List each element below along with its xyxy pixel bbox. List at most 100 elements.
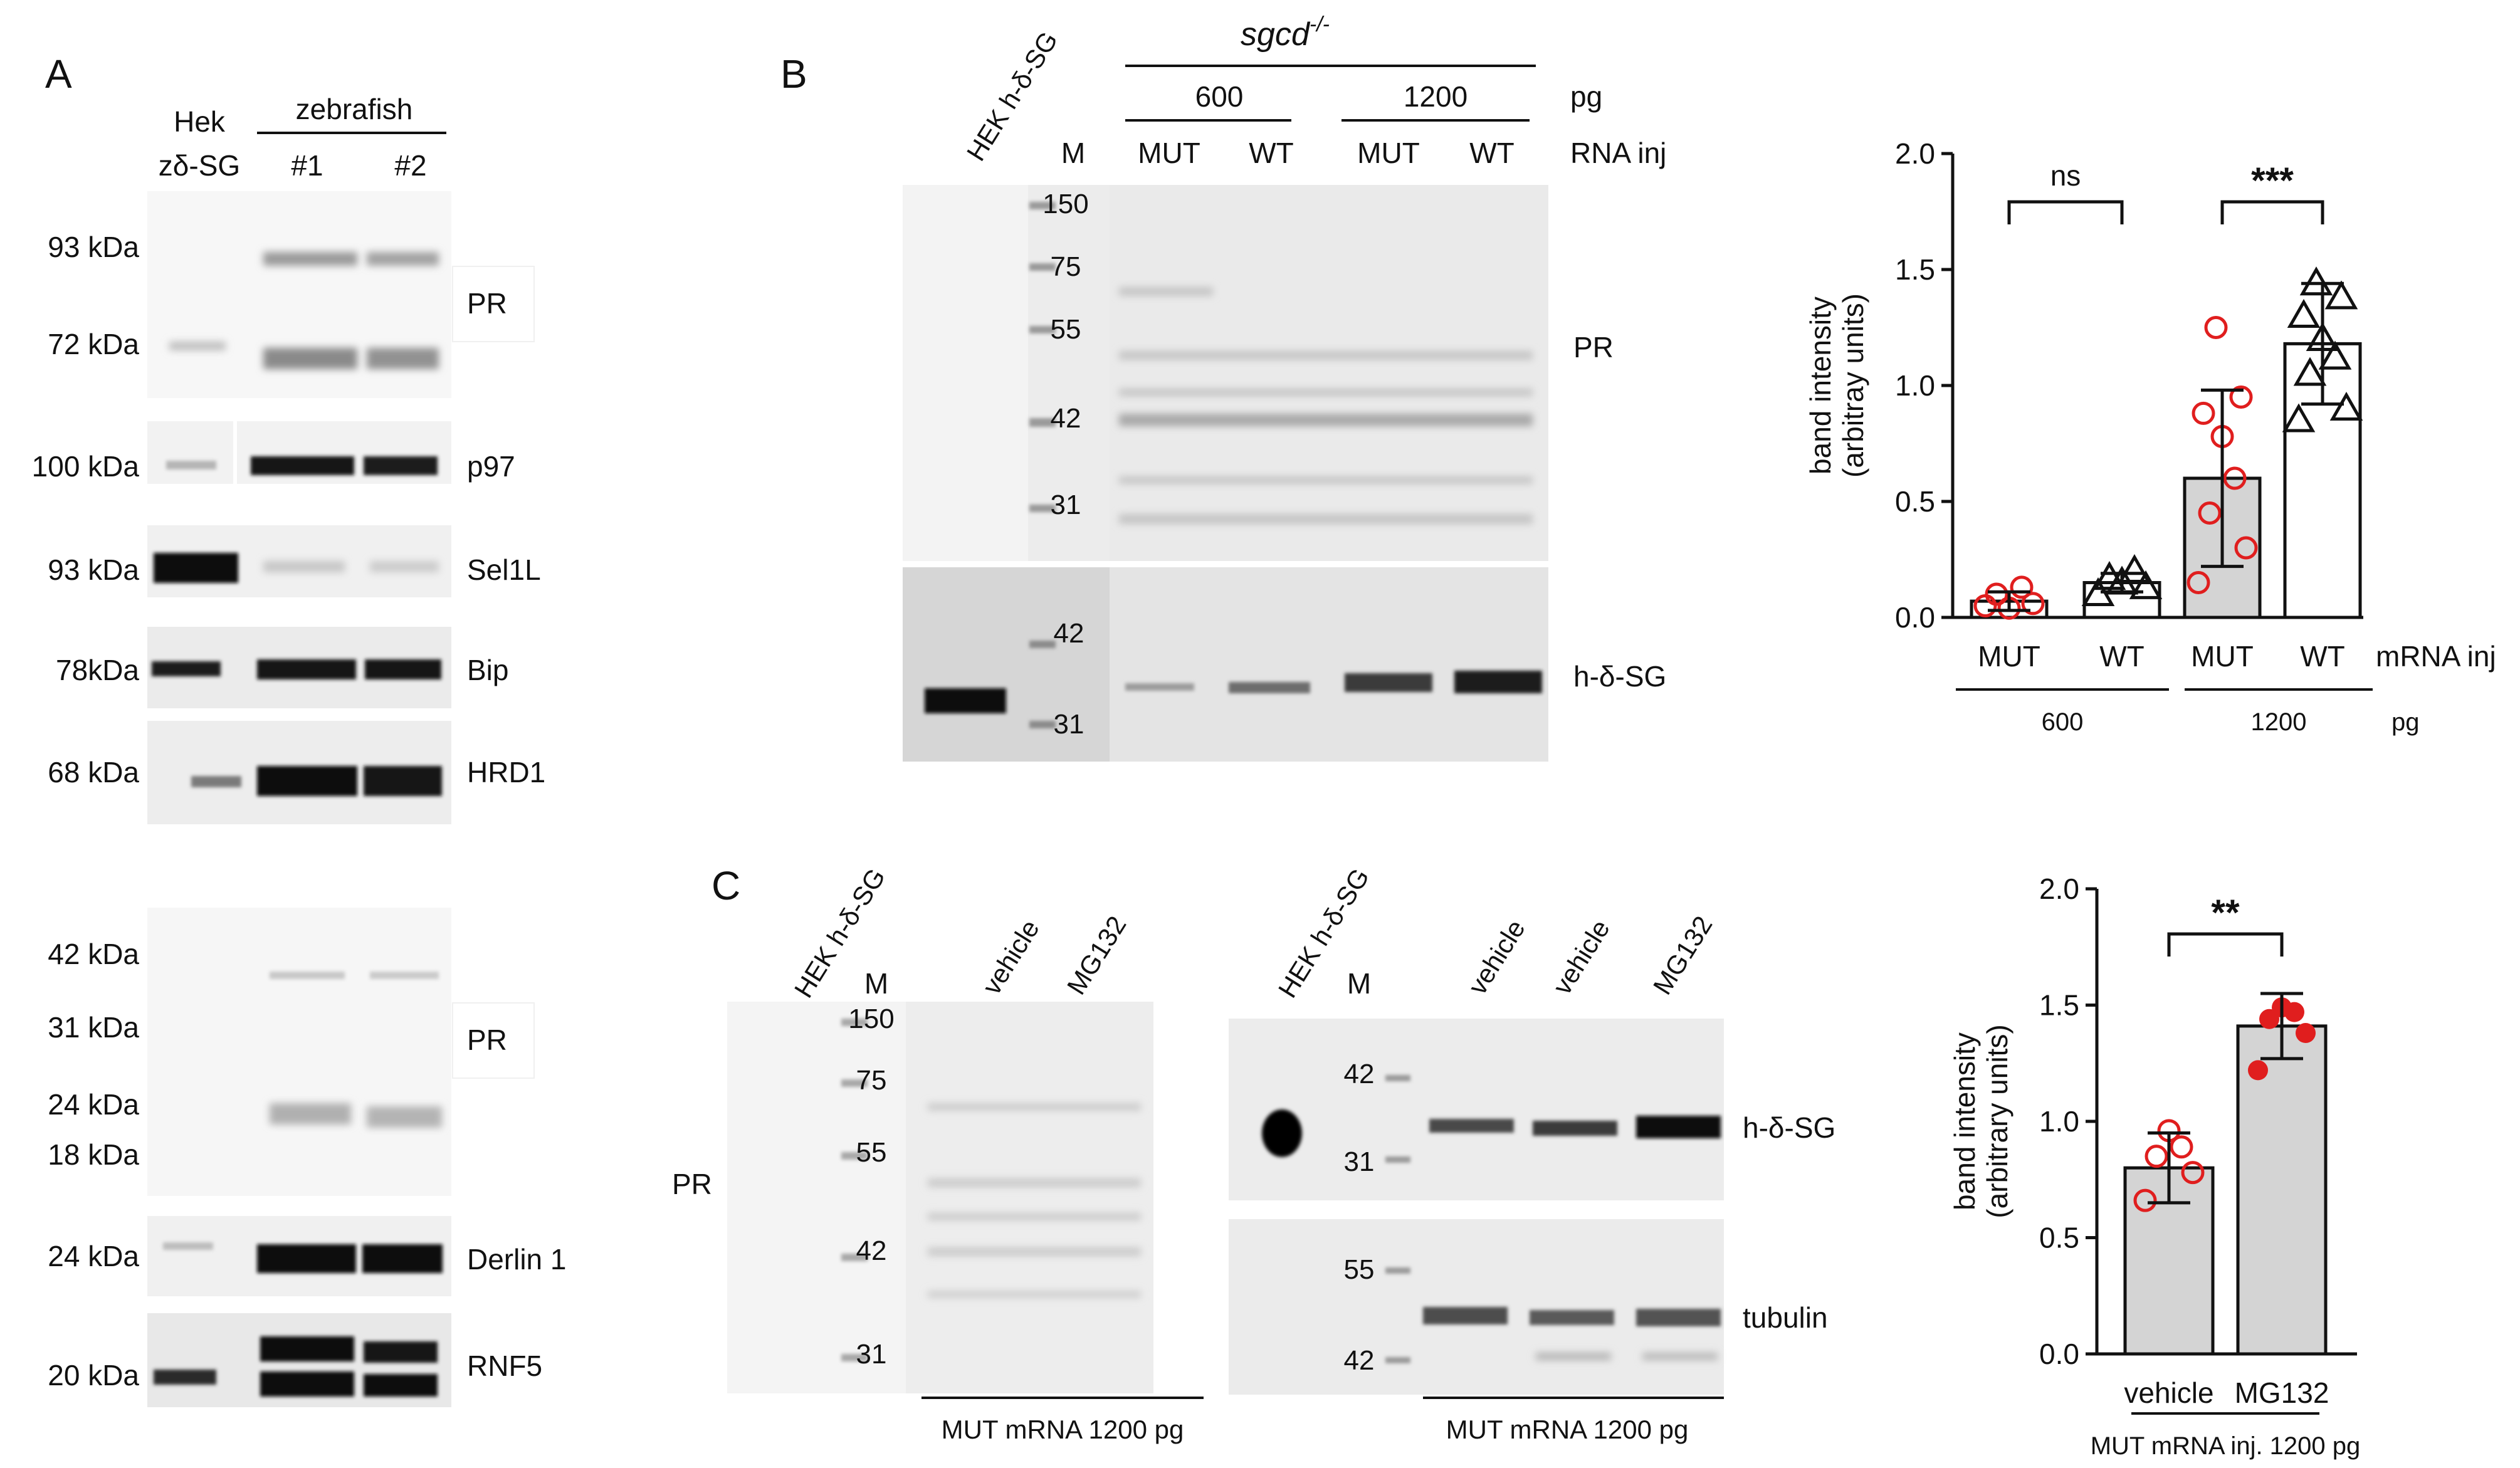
- blot-bip: [147, 627, 451, 708]
- b-hek-label: HEK h-δ-SG: [961, 26, 1064, 166]
- data-point: [2192, 401, 2215, 425]
- b-mk-sg-31: 31: [1054, 709, 1084, 740]
- data-point: [2293, 357, 2327, 386]
- c-mk-sg-31: 31: [1344, 1146, 1375, 1177]
- kda-100-p97: 100 kDa: [32, 450, 140, 483]
- c-mk-42: 42: [856, 1235, 887, 1266]
- chart-c: 0.0 0.5 1.0 1.5 2.0 band intensity(arbitrary …: [1948, 873, 2360, 1460]
- c-mk-sg-42: 42: [1344, 1059, 1375, 1089]
- c-col-vehicle-2: vehicle: [1547, 915, 1615, 1000]
- b-col-mut-1200: MUT: [1357, 137, 1420, 169]
- group-unit: pg: [2391, 708, 2420, 736]
- data-point: [2129, 570, 2163, 599]
- c-marker-col-right: M: [1347, 967, 1371, 1000]
- significance-bracket: [2220, 200, 2324, 224]
- significance-bracket: [2007, 200, 2124, 224]
- b-pg-label: pg: [1570, 80, 1602, 113]
- y-label-line1: band intensity: [1948, 1032, 1981, 1210]
- panel-c-letter: C: [711, 863, 740, 908]
- y-tick-label: 0.5: [1895, 485, 1935, 518]
- data-point: [2287, 298, 2321, 328]
- y-tick-label: 2.0: [2039, 873, 2079, 905]
- y-tick-label: 2.0: [1895, 137, 1935, 170]
- c-mk-tub-42: 42: [1344, 1345, 1375, 1376]
- data-point: [2248, 1060, 2268, 1081]
- y-tick-label: 0.0: [2039, 1338, 2079, 1370]
- b-marker-col: M: [1061, 137, 1085, 169]
- data-point: [2229, 385, 2253, 409]
- kda-42-pr: 42 kDa: [48, 938, 139, 970]
- c-label-tubulin: tubulin: [1743, 1301, 1828, 1334]
- group-label-600: 600: [2042, 708, 2084, 736]
- dose-600: 600: [1195, 80, 1244, 113]
- kda-72-pr: 72 kDa: [48, 328, 139, 360]
- data-point: [2133, 1188, 2157, 1212]
- kda-78-bip: 78kDa: [56, 654, 139, 686]
- significance-label: ns: [2050, 159, 2081, 192]
- x-tick-label: MUT: [1978, 640, 2040, 673]
- blot-pr-bottom: [147, 908, 451, 1196]
- blot-rnf5: [147, 1313, 451, 1407]
- c-blot-sg: [1229, 1019, 1724, 1200]
- c-blot-tubulin: [1229, 1219, 1724, 1395]
- x-tick-label: MG132: [2235, 1376, 2329, 1409]
- b-label-pr: PR: [1573, 331, 1614, 364]
- y-label-line2: (arbitrary units): [1981, 1024, 2013, 1218]
- c-mk-55: 55: [856, 1137, 887, 1168]
- x-tick-label: MUT: [2191, 640, 2254, 673]
- x-tick-label: vehicle: [2124, 1376, 2213, 1409]
- c-blot-pr: [727, 1002, 1153, 1393]
- significance-bracket: [2167, 932, 2284, 957]
- panel-a: A Hek zδ-SG zebrafish #1 #2 93 kDa 72 kD…: [32, 51, 567, 1407]
- blot-pr-top: [147, 191, 451, 398]
- b-col-mut-600: MUT: [1138, 137, 1200, 169]
- y-label-line2: (arbitray units): [1837, 293, 1869, 478]
- data-point: [2170, 1135, 2193, 1159]
- b-col-wt-600: WT: [1249, 137, 1294, 169]
- significance-label: **: [2211, 893, 2240, 933]
- kda-20-rnf5: 20 kDa: [48, 1359, 139, 1392]
- b-mk-42: 42: [1051, 403, 1081, 434]
- kda-31-pr: 31 kDa: [48, 1011, 139, 1044]
- x-tick-label: WT: [2300, 640, 2345, 673]
- c-mk-31: 31: [856, 1339, 887, 1370]
- kda-18-pr: 18 kDa: [48, 1138, 139, 1171]
- data-point: [2223, 466, 2247, 490]
- blot-label-rnf5: RNF5: [467, 1350, 542, 1382]
- blot-hrd1: [147, 721, 451, 824]
- y-tick-label: 1.0: [2039, 1105, 2079, 1138]
- panel-b-letter: B: [780, 51, 807, 97]
- y-tick-label: 1.5: [1895, 253, 1935, 286]
- c-col-mg132-left: MG132: [1061, 911, 1132, 1000]
- col-zebrafish: zebrafish: [296, 93, 413, 125]
- blot-derlin1: [147, 1216, 451, 1296]
- blot-label-derlin1: Derlin 1: [467, 1243, 567, 1276]
- col-hek-line2: zδ-SG: [159, 149, 240, 182]
- data-point: [2296, 1023, 2316, 1044]
- b-blot-sg: [903, 567, 1548, 762]
- chart-c-caption: MUT mRNA inj. 1200 pg: [2091, 1432, 2361, 1460]
- panel-c: C HEK h-δ-SG M vehicle MG132 PR 1: [672, 863, 1835, 1444]
- c-caption-right: MUT mRNA 1200 pg: [1446, 1415, 1689, 1444]
- data-point: [2181, 1161, 2205, 1185]
- y-tick-label: 1.0: [1895, 369, 1935, 402]
- x-axis-suffix: mRNA inj: [2376, 640, 2496, 673]
- kda-93-pr: 93 kDa: [48, 231, 139, 263]
- b-rna-inj: RNA inj: [1570, 137, 1666, 169]
- b-mk-55: 55: [1051, 314, 1081, 345]
- panel-b: B HEK h-δ-SG sgcd-/- 600 1200 pg M MUT W…: [780, 13, 1666, 762]
- col-hek-line1: Hek: [174, 105, 226, 138]
- b-mk-31: 31: [1051, 490, 1081, 520]
- data-point: [2299, 266, 2333, 296]
- panel-a-letter: A: [45, 51, 72, 97]
- y-axis-label: band intensity(arbitray units): [1804, 293, 1869, 478]
- data-point: [2010, 575, 2034, 599]
- data-point: [2329, 391, 2363, 421]
- kda-93-sel1l: 93 kDa: [48, 553, 139, 586]
- data-point: [1985, 582, 2008, 606]
- b-mk-150: 150: [1042, 189, 1088, 219]
- c-col-vehicle-1: vehicle: [1462, 915, 1531, 1000]
- b-blot-pr: [903, 185, 1548, 561]
- c-mk-75: 75: [856, 1065, 887, 1096]
